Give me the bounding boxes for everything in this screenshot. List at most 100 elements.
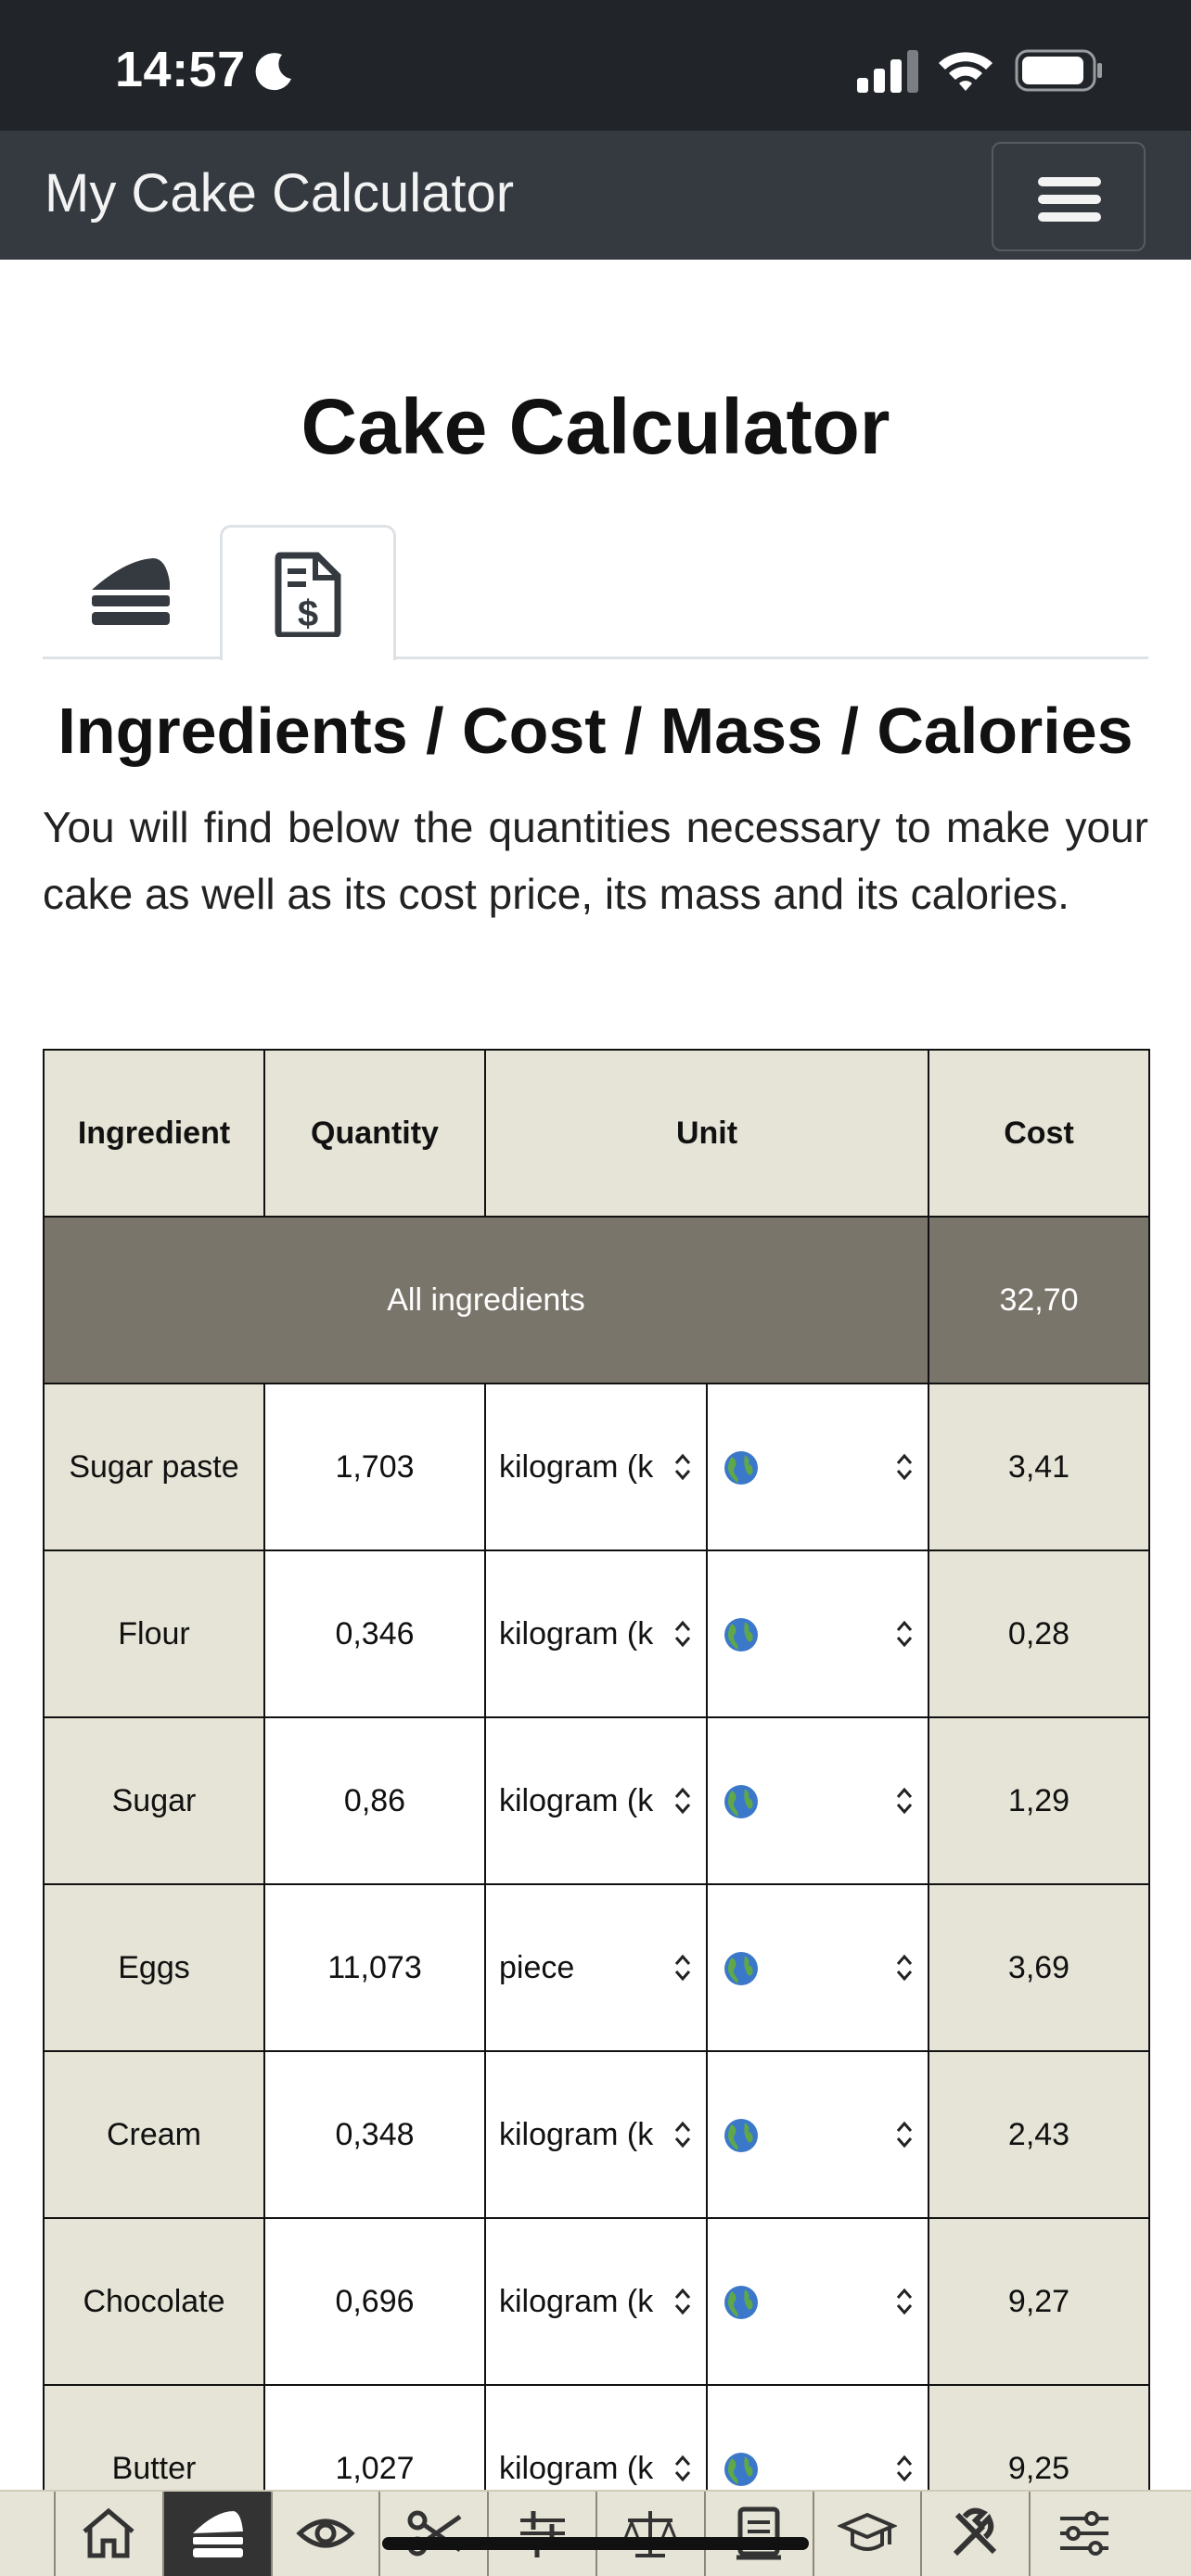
eye-icon (296, 2519, 355, 2547)
unit-select-value: kilogram (k (499, 1448, 654, 1485)
globe-icon (724, 1951, 758, 1985)
bottom-nav-eye[interactable] (270, 2492, 379, 2576)
navbar: My Cake Calculator (0, 131, 1191, 260)
svg-text:$: $ (298, 593, 318, 634)
all-ingredients-cost: 32,70 (928, 1216, 1150, 1384)
bottom-nav-settings-sliders[interactable] (1029, 2492, 1137, 2576)
select-arrows-icon (674, 1453, 691, 1481)
unit-select[interactable]: kilogram (k (484, 2217, 708, 2386)
region-select[interactable] (706, 2217, 929, 2386)
globe-icon (724, 2452, 758, 2486)
globe-icon (724, 2118, 758, 2152)
bottom-nav-graduation-cap[interactable] (812, 2492, 921, 2576)
unit-select-value: kilogram (k (499, 2116, 654, 2152)
settings-sliders-icon (1059, 2510, 1108, 2556)
sliders-plus-icon (519, 2510, 565, 2557)
ingredient-cost: 3,69 (928, 1883, 1150, 2052)
tab-cake[interactable] (43, 525, 219, 658)
select-arrows-icon (896, 1453, 913, 1481)
unit-select[interactable]: piece (484, 1883, 708, 2052)
battery-icon (1015, 49, 1102, 92)
ingredients-table: Ingredient Quantity Unit Cost All ingred… (43, 1049, 1150, 2553)
balance-scale-icon (622, 2510, 679, 2557)
bottom-nav-tools[interactable] (920, 2492, 1029, 2576)
ingredient-name: Eggs (43, 1883, 265, 2052)
table-row: Eggs 11,073 piece 3,69 (43, 1883, 1150, 2052)
select-arrows-icon (674, 1620, 691, 1648)
menu-toggle-button[interactable] (992, 142, 1146, 251)
table-row: Flour 0,346 kilogram (k 0,28 (43, 1549, 1150, 1718)
all-ingredients-row: All ingredients 32,70 (43, 1216, 1150, 1384)
document-icon (736, 2506, 782, 2560)
navbar-brand[interactable]: My Cake Calculator (45, 163, 515, 223)
region-select[interactable] (706, 1883, 929, 2052)
table-row: Sugar paste 1,703 kilogram (k 3,41 (43, 1383, 1150, 1551)
ingredient-quantity[interactable]: 0,346 (263, 1549, 486, 1718)
ingredient-name: Sugar (43, 1716, 265, 1885)
ingredient-quantity[interactable]: 1,703 (263, 1383, 486, 1551)
table-header-row: Ingredient Quantity Unit Cost (43, 1049, 1150, 1218)
tools-icon (953, 2507, 996, 2556)
graduation-cap-icon (837, 2512, 897, 2551)
header-cost: Cost (928, 1049, 1150, 1218)
ingredient-quantity[interactable]: 11,073 (263, 1883, 486, 2052)
table-row: Chocolate 0,696 kilogram (k 9,27 (43, 2217, 1150, 2386)
bottom-nav-home[interactable] (54, 2492, 162, 2576)
globe-icon (724, 1450, 758, 1485)
globe-icon (724, 2285, 758, 2319)
ingredient-cost: 3,41 (928, 1383, 1150, 1551)
home-indicator (382, 2537, 809, 2550)
unit-select[interactable]: kilogram (k (484, 2050, 708, 2219)
ingredient-quantity[interactable]: 0,86 (263, 1716, 486, 1885)
all-ingredients-label: All ingredients (43, 1216, 929, 1384)
section-title: Ingredients / Cost / Mass / Calories (58, 695, 1133, 767)
header-quantity: Quantity (263, 1049, 486, 1218)
region-select[interactable] (706, 1549, 929, 1718)
bottom-nav-balance-scale[interactable] (596, 2492, 704, 2576)
hamburger-icon (1038, 177, 1101, 186)
bottom-toolbar (0, 2490, 1191, 2576)
table-row: Sugar 0,86 kilogram (k 1,29 (43, 1716, 1150, 1885)
select-arrows-icon (674, 1787, 691, 1815)
section-intro: You will find below the quantities neces… (43, 803, 1148, 918)
bottom-nav-document[interactable] (703, 2492, 813, 2576)
region-select[interactable] (706, 1716, 929, 1885)
status-bar: 14:57 (0, 0, 1191, 131)
home-icon (83, 2507, 135, 2558)
scissors-icon (407, 2510, 462, 2557)
unit-select-value: kilogram (k (499, 1615, 654, 1651)
select-arrows-icon (674, 2288, 691, 2315)
tab-cost[interactable]: $ (220, 525, 396, 660)
header-ingredient: Ingredient (43, 1049, 265, 1218)
unit-select[interactable]: kilogram (k (484, 1383, 708, 1551)
select-arrows-icon (896, 2121, 913, 2149)
select-arrows-icon (674, 2455, 691, 2482)
bottom-nav-scissors[interactable] (378, 2492, 487, 2576)
unit-select[interactable]: kilogram (k (484, 1716, 708, 1885)
unit-select[interactable]: kilogram (k (484, 1549, 708, 1718)
select-arrows-icon (674, 1954, 691, 1982)
status-time: 14:57 (115, 42, 246, 97)
hamburger-icon-bar (1038, 195, 1101, 204)
ingredient-quantity[interactable]: 0,696 (263, 2217, 486, 2386)
cake-slice-icon (193, 2510, 244, 2557)
ingredient-cost: 1,29 (928, 1716, 1150, 1885)
ingredient-quantity[interactable]: 0,348 (263, 2050, 486, 2219)
ingredient-name: Cream (43, 2050, 265, 2219)
page-title: Cake Calculator (301, 383, 890, 470)
bottom-nav-cake-slice[interactable] (161, 2492, 271, 2576)
select-arrows-icon (896, 1620, 913, 1648)
table-row: Cream 0,348 kilogram (k 2,43 (43, 2050, 1150, 2219)
select-arrows-icon (674, 2121, 691, 2149)
tabs-divider (43, 657, 1148, 659)
region-select[interactable] (706, 1383, 929, 1551)
region-select[interactable] (706, 2050, 929, 2219)
wifi-icon (939, 52, 992, 91)
moon-icon (255, 53, 291, 91)
hamburger-icon-bar (1038, 212, 1101, 222)
unit-select-value: kilogram (k (499, 1782, 654, 1818)
select-arrows-icon (896, 1787, 913, 1815)
signal-icon (857, 50, 918, 93)
unit-select-value: piece (499, 1949, 575, 1985)
bottom-nav-sliders-plus[interactable] (487, 2492, 596, 2576)
